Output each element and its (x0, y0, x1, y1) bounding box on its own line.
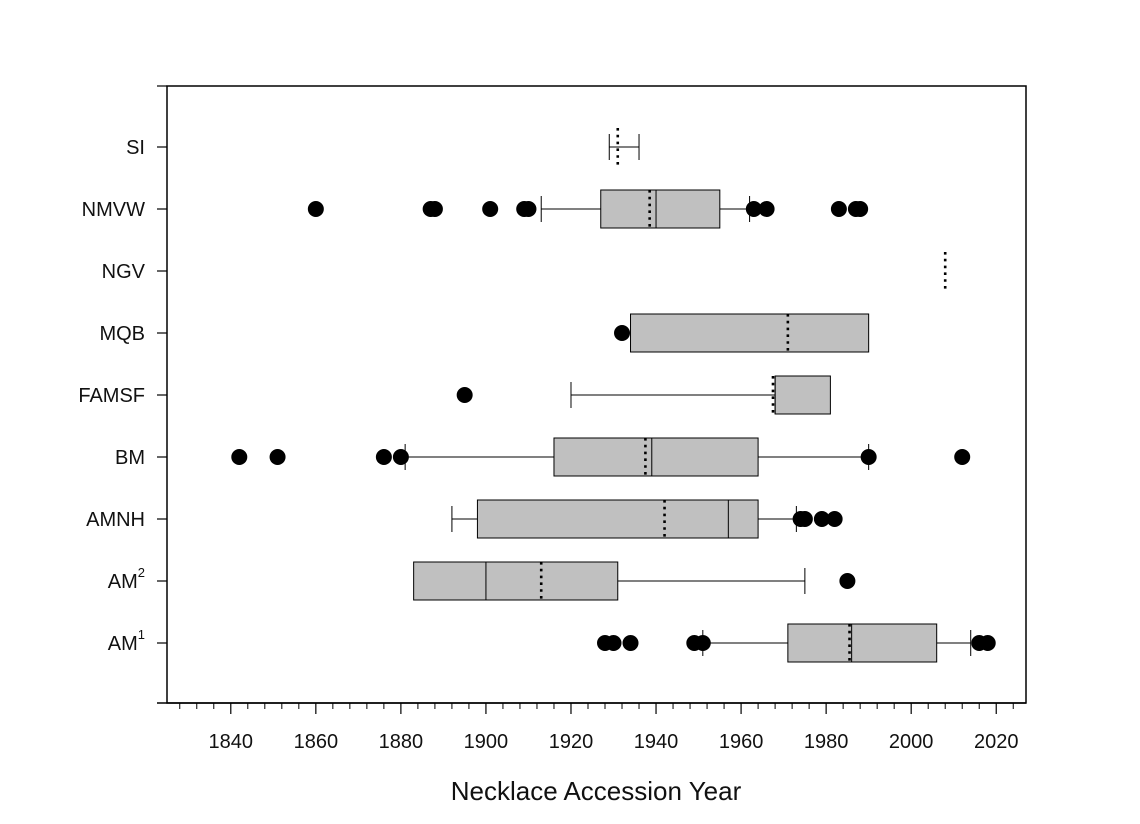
outlier-point (796, 511, 813, 527)
category-amnh (451, 499, 843, 539)
category-famsf (456, 375, 831, 415)
y-tick-label: NMVW (82, 199, 145, 221)
outlier-point (614, 325, 631, 341)
box (774, 375, 831, 415)
outlier-point (456, 387, 473, 403)
outlier-point (852, 201, 869, 217)
y-tick-label: SI (126, 137, 145, 159)
y-tick-label: AM1 (108, 627, 145, 655)
y-tick-label: MQB (99, 323, 145, 345)
category-bm (231, 437, 971, 477)
category-am1 (597, 623, 996, 663)
x-axis: 1840 1860 1880 1900 1920 1940 1960 1980 2000 2020 (157, 702, 1026, 753)
outlier-point (954, 449, 971, 465)
y-axis: SI NMVW NGV MQB FAMSF BM AMNH AM2 AM1 (78, 85, 167, 655)
y-tick-label: FAMSF (78, 385, 145, 407)
outlier-point (375, 449, 392, 465)
outlier-point (745, 201, 762, 217)
outlier-point (307, 201, 324, 217)
y-tick-label-superscript: 2 (138, 565, 145, 580)
box (553, 437, 759, 477)
outlier-point (482, 201, 499, 217)
outlier-point (860, 449, 877, 465)
outlier-point (979, 635, 996, 651)
category-mqb (614, 313, 870, 353)
y-tick-label: NGV (102, 261, 146, 283)
x-tick-label: 2020 (974, 731, 1019, 753)
x-tick-label: 1960 (719, 731, 764, 753)
outlier-point (622, 635, 639, 651)
outlier-point (605, 635, 622, 651)
outlier-point (758, 201, 775, 217)
box (600, 189, 721, 229)
y-tick-label-superscript: 1 (138, 627, 145, 642)
outlier-point (830, 201, 847, 217)
outlier-point (826, 511, 843, 527)
x-tick-label: 1980 (804, 731, 849, 753)
box (630, 313, 870, 353)
outlier-point (392, 449, 409, 465)
y-tick-label: AM2 (108, 565, 145, 593)
x-axis-title: Necklace Accession Year (451, 776, 742, 806)
x-tick-label: 1840 (209, 731, 254, 753)
x-tick-label: 1940 (634, 731, 679, 753)
outlier-point (694, 635, 711, 651)
box (787, 623, 938, 663)
box-series (231, 128, 996, 663)
category-nmvw (307, 189, 869, 229)
y-tick-label: AMNH (86, 509, 145, 531)
x-tick-label: 1880 (379, 731, 424, 753)
y-tick-label: BM (115, 447, 145, 469)
outlier-point (813, 511, 830, 527)
outlier-point (231, 449, 248, 465)
x-tick-label: 1900 (464, 731, 509, 753)
x-tick-label: 2000 (889, 731, 934, 753)
x-tick-label: 1860 (294, 731, 339, 753)
outlier-point (520, 201, 537, 217)
x-tick-label: 1920 (549, 731, 594, 753)
category-am2 (413, 561, 856, 601)
outlier-point (426, 201, 443, 217)
box (413, 561, 619, 601)
category-si (608, 128, 640, 166)
outlier-point (269, 449, 286, 465)
box (476, 499, 759, 539)
outlier-point (839, 573, 856, 589)
